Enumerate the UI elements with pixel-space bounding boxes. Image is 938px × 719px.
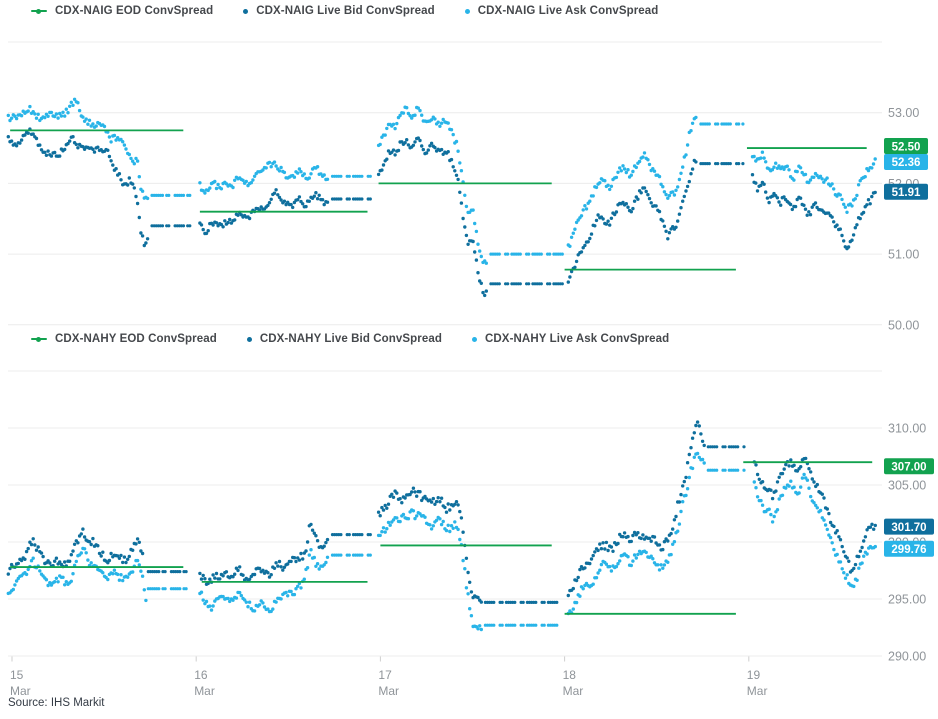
value-badge xyxy=(884,153,928,170)
x-axis-month-label: Mar xyxy=(563,684,584,698)
y-axis-label: 50.00 xyxy=(888,318,919,332)
value-badge-text: 307.00 xyxy=(891,461,926,473)
legend-label: CDX-NAHY Live Ask ConvSpread xyxy=(485,333,670,345)
x-axis-month-label: Mar xyxy=(194,684,215,698)
value-badge xyxy=(884,138,928,155)
eod-line-marker-icon xyxy=(31,8,47,14)
legend-item-naig-bid: CDX-NAIG Live Bid ConvSpread xyxy=(243,5,435,17)
value-badge-text: 299.76 xyxy=(891,544,926,556)
x-axis-day-label: 16 xyxy=(194,668,208,682)
latest-value-badges: 52.50 52.36 51.91 307.00 301.70 299.76 xyxy=(884,138,934,557)
bid-dot-marker-icon xyxy=(246,336,252,342)
y-axis-label: 290.00 xyxy=(888,650,926,664)
legend-naig: CDX-NAIG EOD ConvSpread CDX-NAIG Live Bi… xyxy=(31,4,658,18)
value-badge-text: 52.50 xyxy=(892,141,921,153)
legend-item-nahy-ask: CDX-NAHY Live Ask ConvSpread xyxy=(472,333,669,345)
eod-line-marker-icon xyxy=(31,336,47,342)
y-axis-label: 310.00 xyxy=(888,422,926,436)
y-axis-label: 53.00 xyxy=(888,106,919,120)
value-badge xyxy=(884,183,928,200)
source-label: Source: IHS Markit xyxy=(8,697,105,709)
x-axis-day-label: 17 xyxy=(378,668,392,682)
x-axis-day-label: 19 xyxy=(747,668,761,682)
gridlines xyxy=(8,370,882,657)
legend-item-nahy-eod: CDX-NAHY EOD ConvSpread xyxy=(31,333,217,345)
y-axis-label: 305.00 xyxy=(888,479,926,493)
value-badge xyxy=(884,458,934,475)
legend-label: CDX-NAIG EOD ConvSpread xyxy=(55,5,214,17)
series-bid-dots xyxy=(6,420,877,605)
series-ask-dots xyxy=(6,451,877,632)
legend-item-naig-eod: CDX-NAIG EOD ConvSpread xyxy=(31,5,213,17)
bid-dot-marker-icon xyxy=(243,8,249,14)
value-badge-text: 52.36 xyxy=(892,157,921,169)
x-axis-month-label: Mar xyxy=(10,684,31,698)
value-badge xyxy=(884,518,934,535)
ask-dot-marker-icon xyxy=(472,336,477,342)
legend-item-naig-ask: CDX-NAIG Live Ask ConvSpread xyxy=(464,5,659,17)
x-axis: 15 Mar 16 Mar 17 Mar 18 Mar 19 Mar xyxy=(10,656,768,698)
x-axis-day-label: 18 xyxy=(563,668,577,682)
legend-label: CDX-NAHY Live Bid ConvSpread xyxy=(259,333,442,345)
value-badge-text: 301.70 xyxy=(891,522,926,534)
series-ask-dots xyxy=(6,97,877,265)
series-eod-lines xyxy=(10,461,873,615)
y-axis-label: 295.00 xyxy=(888,593,926,607)
x-axis-month-label: Mar xyxy=(378,684,399,698)
legend-nahy: CDX-NAHY EOD ConvSpread CDX-NAHY Live Bi… xyxy=(31,332,669,346)
legend-label: CDX-NAHY EOD ConvSpread xyxy=(55,333,217,345)
series-eod-lines xyxy=(10,129,867,271)
legend-item-nahy-bid: CDX-NAHY Live Bid ConvSpread xyxy=(246,333,442,345)
series-bid-dots xyxy=(6,127,877,298)
value-badge xyxy=(884,540,934,557)
legend-label: CDX-NAIG Live Ask ConvSpread xyxy=(477,5,659,17)
x-axis-month-label: Mar xyxy=(747,684,768,698)
y-axis-label: 51.00 xyxy=(888,248,919,262)
legend-label: CDX-NAIG Live Bid ConvSpread xyxy=(256,5,435,17)
value-badge-text: 51.91 xyxy=(892,187,921,199)
x-axis-day-label: 15 xyxy=(10,668,24,682)
ask-dot-marker-icon xyxy=(464,8,470,14)
